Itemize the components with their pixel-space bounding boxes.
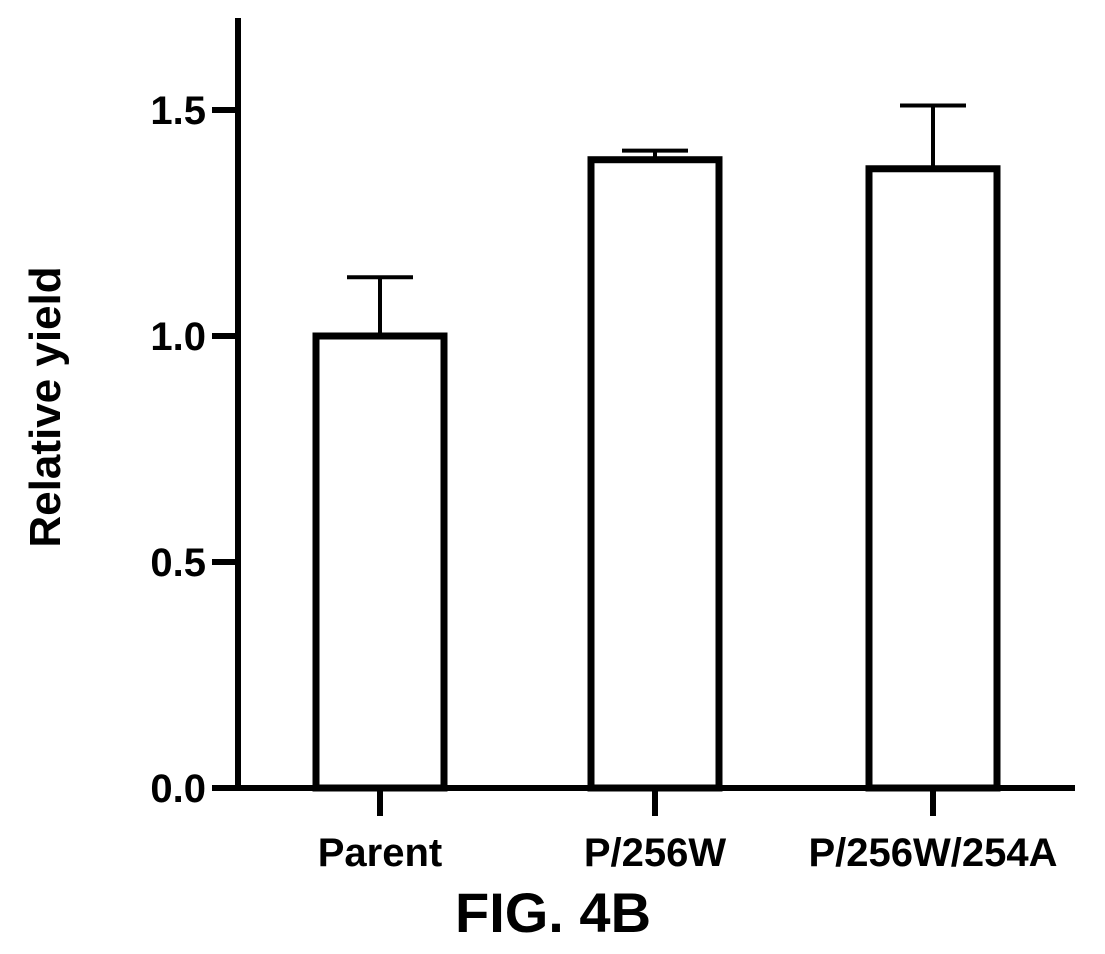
y-axis-title: Relative yield bbox=[21, 266, 70, 547]
bar bbox=[865, 165, 1001, 792]
y-ticks: 0.0 0.5 1.0 1.5 bbox=[150, 89, 238, 811]
bar bbox=[312, 332, 448, 792]
x-ticks: Parent P/256W P/256W/254A bbox=[318, 788, 1058, 875]
y-tick-label: 0.5 bbox=[150, 541, 206, 585]
y-tick-label: 0.0 bbox=[150, 767, 206, 811]
y-tick-label: 1.5 bbox=[150, 89, 206, 133]
y-tick-label: 1.0 bbox=[150, 315, 206, 359]
x-tick-label: Parent bbox=[318, 831, 443, 875]
error-bars bbox=[347, 103, 966, 336]
x-tick-label: P/256W/254A bbox=[808, 831, 1057, 875]
bars bbox=[312, 156, 1001, 792]
x-tick-label: P/256W bbox=[584, 831, 727, 875]
figure-caption: FIG. 4B bbox=[455, 881, 651, 944]
bar bbox=[587, 156, 723, 792]
